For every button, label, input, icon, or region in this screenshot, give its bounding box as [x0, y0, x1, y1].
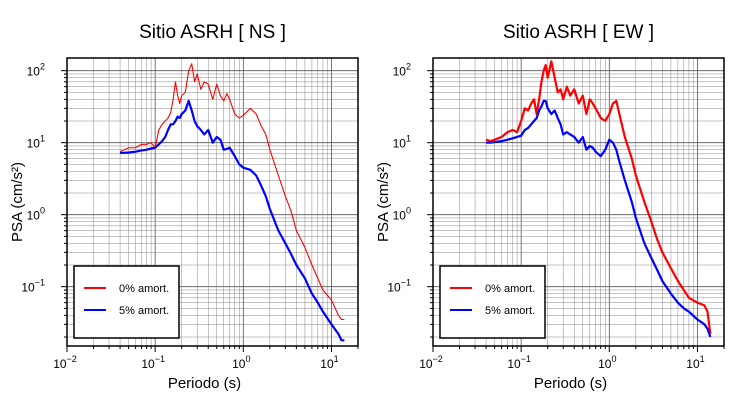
tick-base: 10 — [393, 137, 407, 151]
tick-exponent: 1 — [406, 134, 411, 144]
legend-label: 5% amort. — [119, 305, 169, 317]
y-tick-label: 101 — [393, 134, 411, 151]
tick-exponent: 1 — [40, 134, 45, 144]
tick-marks — [427, 70, 725, 352]
tick-base: 10 — [598, 357, 612, 371]
tick-exponent: 2 — [40, 62, 45, 72]
legend-label: 0% amort. — [119, 283, 169, 295]
tick-exponent: 0 — [406, 206, 411, 216]
plot-frame — [66, 57, 359, 347]
tick-exponent: 0 — [40, 206, 45, 216]
tick-base: 10 — [53, 357, 67, 371]
tick-exponent: 1 — [700, 354, 705, 364]
tick-exponent: 0 — [245, 354, 250, 364]
series-line-amort-5 — [120, 99, 345, 342]
tick-base: 10 — [686, 357, 700, 371]
x-axis-label: Periodo (s) — [168, 375, 241, 392]
chart-title: Sitio ASRH [ EW ] — [503, 22, 654, 43]
x-tick-label: 100 — [232, 354, 250, 371]
tick-exponent: −2 — [433, 354, 443, 364]
legend-label: 0% amort. — [485, 283, 535, 295]
tick-exponent: 2 — [406, 62, 411, 72]
tick-base: 10 — [27, 209, 41, 223]
tick-exponent: 0 — [611, 354, 616, 364]
tick-base: 10 — [21, 281, 35, 295]
y-tick-label: 10−1 — [387, 278, 411, 295]
plot-frame — [432, 57, 725, 347]
tick-exponent: −1 — [401, 278, 411, 288]
y-tick-label: 10−1 — [21, 278, 45, 295]
tick-exponent: −1 — [521, 354, 531, 364]
series-line-amort-5 — [486, 99, 712, 338]
tick-exponent: −1 — [155, 354, 165, 364]
tick-exponent: −1 — [35, 278, 45, 288]
tick-base: 10 — [27, 137, 41, 151]
legend-box — [73, 265, 180, 339]
y-tick-label: 100 — [27, 206, 45, 223]
y-tick-label: 102 — [27, 62, 45, 79]
series-line-amort-0 — [119, 63, 345, 321]
tick-base: 10 — [27, 65, 41, 79]
tick-base: 10 — [141, 357, 155, 371]
legend-label: 5% amort. — [485, 305, 535, 317]
chart-title: Sitio ASRH [ NS ] — [139, 22, 286, 43]
tick-base: 10 — [507, 357, 521, 371]
x-axis-label: Periodo (s) — [534, 375, 607, 392]
legend-box — [439, 265, 546, 339]
legend: 0% amort. 5% amort. — [73, 265, 180, 339]
x-tick-label: 10−1 — [141, 354, 165, 371]
tick-exponent: −2 — [67, 354, 77, 364]
tick-base: 10 — [232, 357, 246, 371]
y-tick-label: 100 — [393, 206, 411, 223]
x-tick-label: 101 — [686, 354, 704, 371]
x-tick-label: 10−1 — [507, 354, 531, 371]
tick-base: 10 — [387, 281, 401, 295]
legend: 0% amort. 5% amort. — [439, 265, 546, 339]
series-line-amort-0 — [485, 60, 712, 335]
x-tick-label: 10−2 — [419, 354, 443, 371]
x-tick-label: 101 — [320, 354, 338, 371]
y-tick-label: 102 — [393, 62, 411, 79]
tick-base: 10 — [393, 65, 407, 79]
tick-base: 10 — [320, 357, 334, 371]
x-tick-label: 10−2 — [53, 354, 77, 371]
tick-base: 10 — [419, 357, 433, 371]
y-axis-label: PSA (cm/s²) — [375, 162, 392, 242]
y-tick-label: 101 — [27, 134, 45, 151]
x-tick-label: 100 — [598, 354, 616, 371]
y-axis-label: PSA (cm/s²) — [9, 162, 26, 242]
tick-exponent: 1 — [334, 354, 339, 364]
tick-base: 10 — [393, 209, 407, 223]
tick-marks — [61, 70, 359, 352]
